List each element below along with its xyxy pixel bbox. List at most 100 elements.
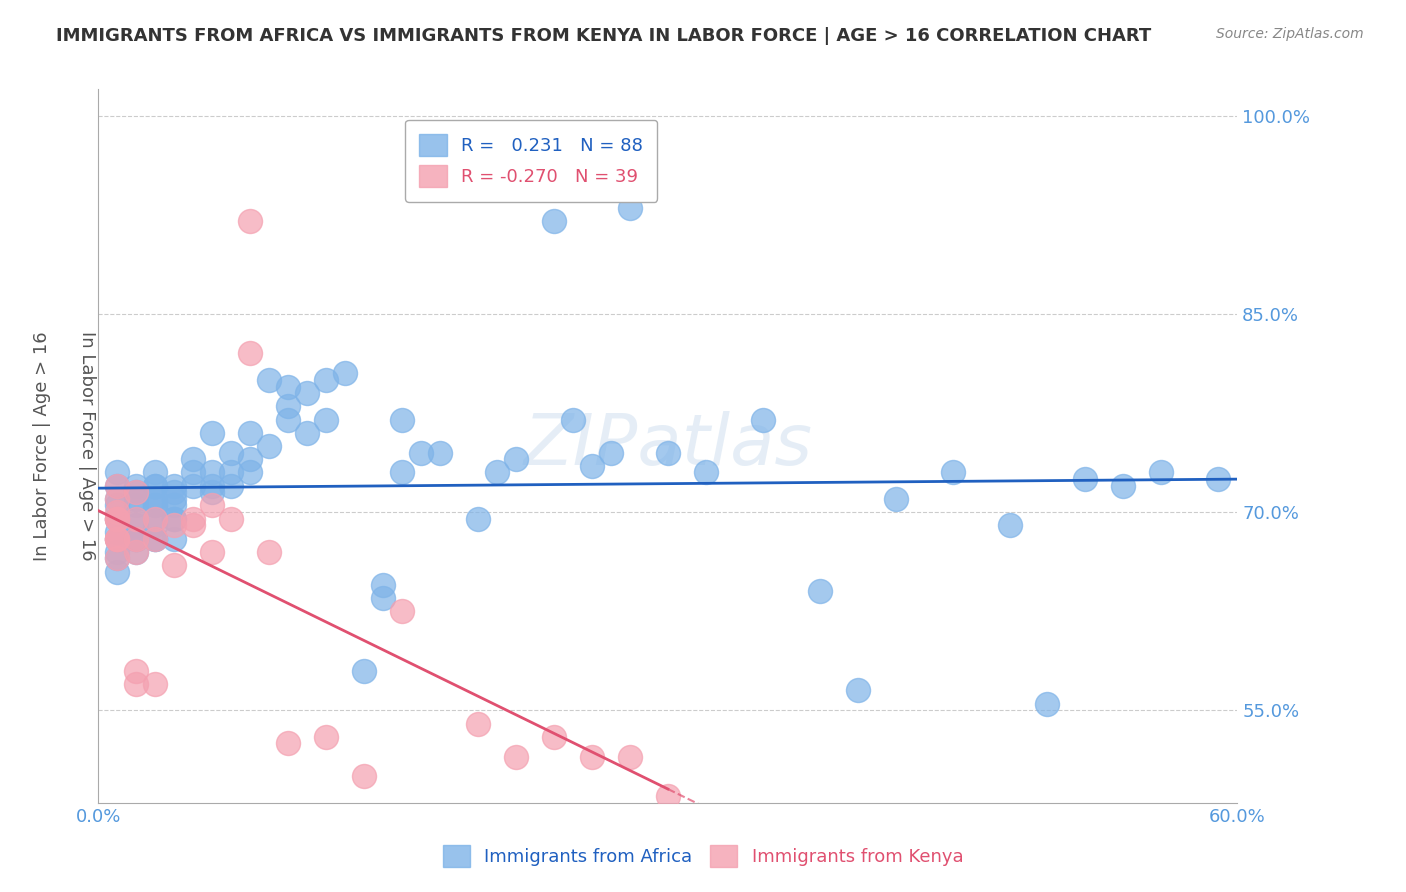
Point: [183, 478, 205, 492]
Legend: Immigrants from Africa, Immigrants from Kenya: Immigrants from Africa, Immigrants from …: [436, 838, 970, 874]
Point: [107, 551, 129, 566]
Point: [145, 499, 167, 513]
Point: [107, 524, 129, 539]
Point: [600, 445, 623, 459]
Point: [1036, 697, 1059, 711]
Point: [998, 518, 1021, 533]
Point: [107, 478, 129, 492]
Point: [107, 511, 129, 525]
Point: [183, 466, 205, 480]
Point: [107, 478, 129, 492]
Text: In Labor Force | Age > 16: In Labor Force | Age > 16: [34, 331, 51, 561]
Point: [201, 545, 224, 559]
Point: [125, 664, 148, 678]
Point: [221, 478, 243, 492]
Point: [125, 511, 148, 525]
Point: [259, 545, 281, 559]
Point: [107, 491, 129, 506]
Point: [107, 532, 129, 546]
Point: [163, 485, 186, 500]
Point: [125, 485, 148, 500]
Point: [145, 499, 167, 513]
Point: [695, 466, 717, 480]
Point: [221, 445, 243, 459]
Text: IMMIGRANTS FROM AFRICA VS IMMIGRANTS FROM KENYA IN LABOR FORCE | AGE > 16 CORREL: IMMIGRANTS FROM AFRICA VS IMMIGRANTS FRO…: [56, 27, 1152, 45]
Point: [619, 749, 641, 764]
Point: [297, 425, 319, 440]
Text: Source: ZipAtlas.com: Source: ZipAtlas.com: [1216, 27, 1364, 41]
Point: [884, 491, 907, 506]
Point: [163, 511, 186, 525]
Point: [1150, 466, 1173, 480]
Point: [107, 532, 129, 546]
Point: [562, 412, 585, 426]
Point: [107, 532, 129, 546]
Point: [145, 491, 167, 506]
Point: [145, 511, 167, 525]
Point: [315, 412, 337, 426]
Point: [163, 518, 186, 533]
Point: [125, 532, 148, 546]
Point: [1074, 472, 1097, 486]
Text: ZIPatlas: ZIPatlas: [523, 411, 813, 481]
Point: [543, 214, 565, 228]
Point: [942, 466, 965, 480]
Point: [125, 532, 148, 546]
Point: [391, 466, 413, 480]
Point: [125, 532, 148, 546]
Point: [201, 466, 224, 480]
Point: [163, 558, 186, 572]
Point: [125, 532, 148, 546]
Point: [259, 373, 281, 387]
Point: [429, 445, 451, 459]
Point: [183, 452, 205, 467]
Point: [277, 400, 299, 414]
Point: [145, 532, 167, 546]
Point: [297, 386, 319, 401]
Point: [277, 412, 299, 426]
Point: [125, 511, 148, 525]
Point: [353, 769, 375, 783]
Legend: R =   0.231   N = 88, R = -0.270   N = 39: R = 0.231 N = 88, R = -0.270 N = 39: [405, 120, 658, 202]
Point: [107, 532, 129, 546]
Point: [107, 565, 129, 579]
Point: [107, 545, 129, 559]
Point: [371, 591, 394, 605]
Point: [125, 545, 148, 559]
Point: [221, 511, 243, 525]
Point: [125, 518, 148, 533]
Point: [315, 373, 337, 387]
Point: [259, 439, 281, 453]
Point: [221, 466, 243, 480]
Point: [107, 511, 129, 525]
Point: [107, 499, 129, 513]
Point: [107, 491, 129, 506]
Point: [277, 379, 299, 393]
Point: [201, 478, 224, 492]
Point: [183, 511, 205, 525]
Point: [163, 532, 186, 546]
Point: [657, 789, 679, 804]
Point: [467, 716, 489, 731]
Point: [201, 499, 224, 513]
Point: [107, 505, 129, 519]
Point: [201, 425, 224, 440]
Point: [619, 201, 641, 215]
Point: [277, 736, 299, 750]
Point: [411, 445, 433, 459]
Point: [1112, 478, 1135, 492]
Point: [163, 511, 186, 525]
Point: [353, 664, 375, 678]
Point: [163, 499, 186, 513]
Point: [125, 485, 148, 500]
Point: [145, 466, 167, 480]
Point: [1208, 472, 1230, 486]
Point: [145, 511, 167, 525]
Point: [183, 518, 205, 533]
Point: [125, 545, 148, 559]
Point: [657, 445, 679, 459]
Point: [239, 425, 262, 440]
Point: [505, 452, 527, 467]
Point: [163, 491, 186, 506]
Point: [505, 749, 527, 764]
